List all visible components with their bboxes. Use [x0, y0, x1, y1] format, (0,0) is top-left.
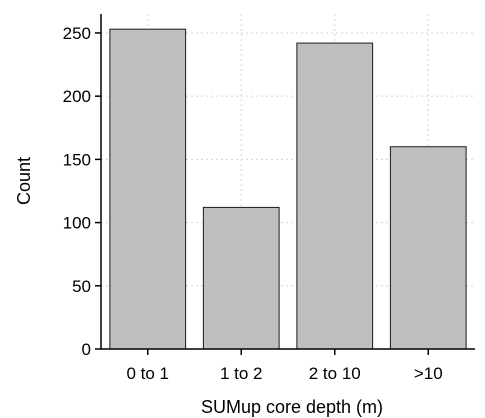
y-tick-label: 100 [63, 214, 91, 233]
bars [109, 28, 467, 350]
bar-2 [296, 42, 374, 350]
y-tick-label: 0 [82, 340, 91, 359]
y-tick-label: 50 [72, 277, 91, 296]
x-tick-label: 1 to 2 [220, 364, 263, 383]
axes [95, 14, 475, 355]
x-tick-label: 2 to 10 [309, 364, 361, 383]
y-tick-labels: 0 50 100 150 200 250 [63, 24, 91, 359]
bar-3 [389, 146, 467, 350]
x-tick-label: >10 [414, 364, 443, 383]
y-tick-label: 150 [63, 150, 91, 169]
x-axis-label: SUMup core depth (m) [201, 397, 383, 417]
bar-1 [202, 206, 280, 350]
x-tick-label: 0 to 1 [126, 364, 169, 383]
y-tick-label: 200 [63, 87, 91, 106]
y-axis-label: Count [14, 157, 34, 205]
bar-0 [109, 28, 187, 350]
y-tick-label: 250 [63, 24, 91, 43]
x-tick-labels: 0 to 1 1 to 2 2 to 10 >10 [126, 364, 442, 383]
